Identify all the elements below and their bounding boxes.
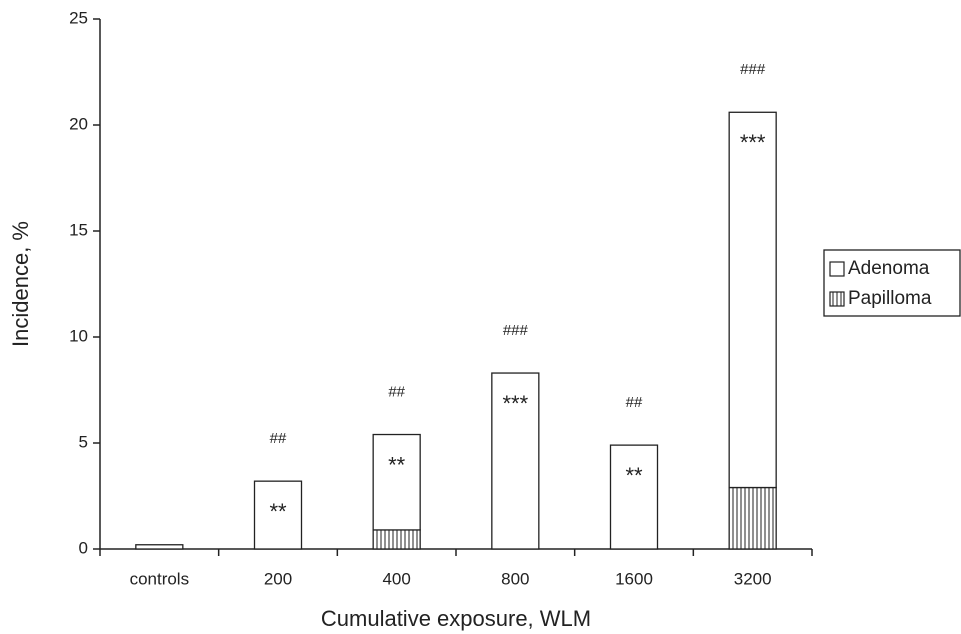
x-axis-title: Cumulative exposure, WLM: [321, 606, 591, 631]
legend-box: [823, 249, 961, 317]
x-tick-label: 200: [264, 569, 292, 588]
legend-label: Adenoma: [848, 258, 930, 279]
y-tick-label: 0: [79, 538, 88, 557]
y-tick-label: 5: [79, 432, 88, 451]
x-tick-label: controls: [130, 569, 190, 588]
legend-swatch: [829, 261, 845, 277]
x-tick-label: 400: [382, 569, 410, 588]
y-tick-label: 25: [69, 8, 88, 27]
bar-segment: [253, 480, 303, 550]
bar-segment: [491, 372, 540, 550]
annotation: ***: [502, 391, 528, 416]
annotation: ###: [503, 322, 529, 339]
annotation: ***: [740, 130, 766, 155]
bar-segment: [372, 529, 421, 550]
bar-segment: [135, 544, 184, 550]
legend-swatch: [829, 291, 845, 307]
bar-segment: [609, 444, 659, 550]
legend-label: Papilloma: [848, 288, 932, 309]
annotation: ##: [270, 430, 287, 447]
x-tick-label: 1600: [615, 569, 653, 588]
y-tick-label: 20: [69, 114, 88, 133]
x-tick-label: 800: [501, 569, 529, 588]
y-axis-title: Incidence, %: [8, 221, 33, 347]
annotation: ##: [626, 394, 643, 411]
bar-segment: [372, 433, 421, 531]
annotation: **: [625, 463, 643, 488]
annotation: ##: [388, 383, 405, 400]
y-tick-label: 10: [69, 326, 88, 345]
annotation: ###: [740, 61, 766, 78]
x-tick-label: 3200: [734, 569, 772, 588]
annotation: **: [388, 452, 406, 477]
y-tick-label: 15: [69, 220, 88, 239]
bar-segment: [728, 111, 777, 489]
bar-segment: [728, 486, 777, 550]
annotation: **: [269, 499, 287, 524]
